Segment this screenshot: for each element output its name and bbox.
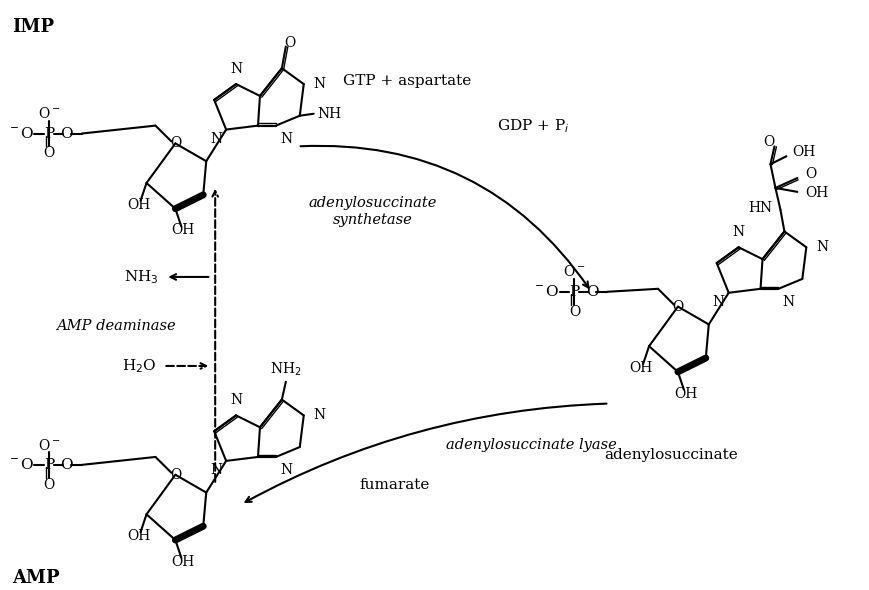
Text: O: O <box>43 478 55 491</box>
Text: synthetase: synthetase <box>332 212 412 227</box>
Text: OH: OH <box>127 529 150 543</box>
Text: N: N <box>732 225 744 240</box>
Text: O$^-$: O$^-$ <box>37 438 60 453</box>
Text: O$^-$: O$^-$ <box>562 264 585 280</box>
Text: O: O <box>284 35 295 50</box>
Text: H$_2$O: H$_2$O <box>122 357 156 375</box>
Text: NH$_2$: NH$_2$ <box>269 360 302 378</box>
Text: P: P <box>43 126 54 140</box>
Text: O: O <box>169 468 181 482</box>
Text: N: N <box>280 132 292 146</box>
Text: OH: OH <box>629 361 652 375</box>
Text: OH: OH <box>171 224 195 237</box>
Text: O: O <box>586 285 598 299</box>
Text: OH: OH <box>673 386 697 401</box>
Text: P: P <box>568 285 579 299</box>
Text: N: N <box>314 77 326 91</box>
Text: O: O <box>762 136 773 149</box>
Text: adenylosuccinate: adenylosuccinate <box>603 448 737 462</box>
Text: N: N <box>781 295 793 309</box>
Text: AMP deaminase: AMP deaminase <box>56 319 176 333</box>
Text: OH: OH <box>792 145 815 159</box>
Text: O: O <box>568 304 580 319</box>
Text: GDP + P$_i$: GDP + P$_i$ <box>496 118 568 136</box>
Text: $^-$O: $^-$O <box>7 126 34 141</box>
Text: O$^-$: O$^-$ <box>37 106 60 121</box>
Text: HN: HN <box>747 201 772 215</box>
Text: AMP: AMP <box>12 569 60 586</box>
Text: $^-$O: $^-$O <box>7 457 34 473</box>
Text: OH: OH <box>805 186 827 200</box>
Text: OH: OH <box>171 555 195 569</box>
Text: adenylosuccinate: adenylosuccinate <box>308 196 436 210</box>
Text: N: N <box>209 132 222 146</box>
Text: N: N <box>229 394 242 408</box>
Text: P: P <box>43 458 54 472</box>
Text: N: N <box>229 62 242 76</box>
Text: adenylosuccinate lyase: adenylosuccinate lyase <box>446 438 616 452</box>
Text: OH: OH <box>127 198 150 212</box>
Text: O: O <box>805 167 816 181</box>
Text: NH$_3$: NH$_3$ <box>123 268 158 286</box>
Text: $^-$O: $^-$O <box>532 284 559 299</box>
Text: N: N <box>712 295 724 309</box>
Text: IMP: IMP <box>12 18 54 36</box>
Text: N: N <box>209 463 222 477</box>
Text: O: O <box>169 136 181 150</box>
Text: O: O <box>61 458 73 472</box>
Text: fumarate: fumarate <box>359 478 429 491</box>
Text: N: N <box>280 463 292 477</box>
Text: O: O <box>43 146 55 160</box>
Text: N: N <box>815 240 827 254</box>
Text: GTP + aspartate: GTP + aspartate <box>342 74 471 88</box>
Text: NH: NH <box>317 107 342 121</box>
Text: O: O <box>61 126 73 140</box>
Text: O: O <box>672 300 683 314</box>
Text: N: N <box>314 408 326 422</box>
